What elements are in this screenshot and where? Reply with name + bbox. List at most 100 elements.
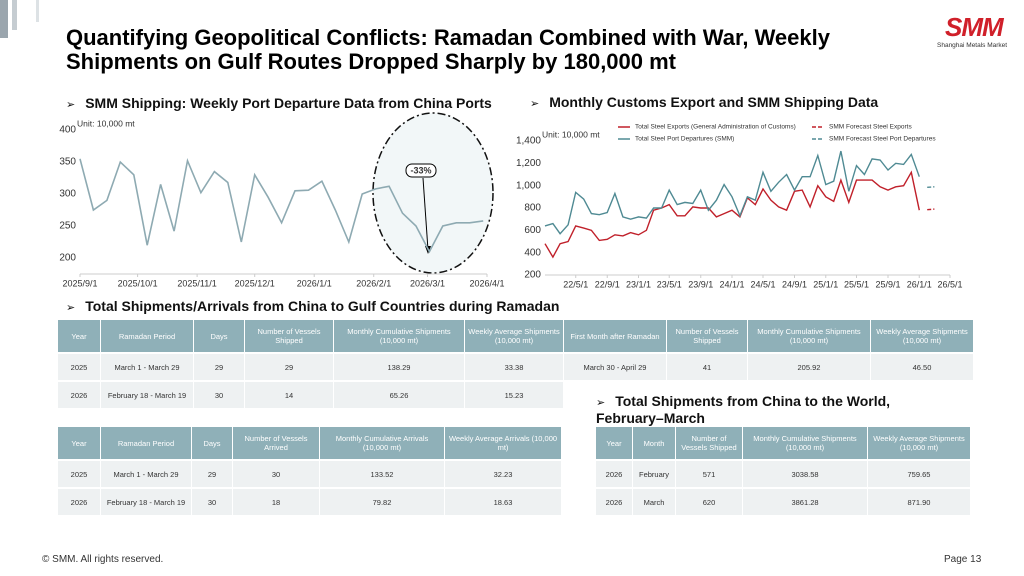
header-cell: Monthly Cumulative Shipments (10,000 mt) [748,320,870,352]
x-tick-label: 24/5/1 [750,279,775,289]
cell: 29 [245,354,333,380]
copyright: © SMM. All rights reserved. [42,554,164,565]
cell: 2026 [596,461,632,487]
header-cell: Monthly Cumulative Shipments (10,000 mt) [334,320,464,352]
cell: 3861.28 [743,489,867,515]
y-tick-label: 200 [59,253,76,264]
header-cell: Month [633,427,675,459]
section-heading: ➢ Total Shipments/Arrivals from China to … [66,298,560,314]
page-number: Page 13 [944,554,982,565]
cell: 30 [192,489,232,515]
header-cell: Days [194,320,244,352]
y-tick-label: 300 [59,189,76,200]
legend-label: SMM Forecast Steel Exports [829,124,912,131]
header-cell: Year [58,427,100,459]
header-cell: Weekly Average Shipments (10,000 mt) [868,427,970,459]
x-tick-label: 2026/3/1 [410,278,445,288]
y-tick-label: 1,000 [516,180,541,191]
series-line [79,157,484,254]
x-tick-label: 23/1/1 [626,279,651,289]
cell: March 1 - March 29 [101,354,193,380]
y-tick-label: 1,400 [516,136,541,147]
logo-sub: Shanghai Metals Market [937,42,1008,49]
cell: 133.52 [320,461,444,487]
table-heading: ➢ Total Shipments from China to the World… [596,393,891,426]
legend-label: Total Steel Port Departures (SMM) [635,136,734,143]
x-tick-label: 22/9/1 [595,279,620,289]
series-line [544,150,920,235]
y-tick-label: 350 [59,157,76,168]
header-cell: Number of Vessels Shipped [667,320,747,352]
cell: 138.29 [334,354,464,380]
header-cell: Number of Vessels Shipped [245,320,333,352]
empty-cell [871,382,973,408]
cell: 65.26 [334,382,464,408]
x-tick-label: 2025/10/1 [118,278,158,288]
chart-title: SMM Shipping: Weekly Port Departure Data… [85,95,492,111]
y-tick-label: 1,200 [516,158,541,169]
header-cell: Ramadan Period [101,320,193,352]
cell: 46.50 [871,354,973,380]
x-tick-label: 25/5/1 [844,279,869,289]
corner-bar [12,0,17,30]
x-tick-label: 24/1/1 [719,279,744,289]
cell: March 30 - April 29 [564,354,666,380]
x-tick-label: 2025/11/1 [177,278,216,288]
x-tick-label: 2026/4/1 [469,278,504,288]
series-line [544,170,920,259]
chart-title: Monthly Customs Export and SMM Shipping … [549,94,879,110]
empty-cell [667,382,747,408]
cell: 205.92 [748,354,870,380]
x-tick-label: 25/9/1 [875,279,900,289]
cell: 18 [233,489,319,515]
x-tick-label: 2025/12/1 [235,278,275,288]
empty-cell [564,382,666,408]
slide-title: Quantifying Geopolitical Conflicts: Rama… [66,25,830,74]
header-cell: Weekly Average Arrivals (10,000 mt) [445,427,561,459]
cell: 759.65 [868,461,970,487]
x-tick-label: 23/5/1 [657,279,682,289]
data-table: Year Ramadan Period Days Number of Vessels … [57,318,974,410]
x-tick-label: 22/5/1 [563,279,588,289]
chart: -33% Unit: 10,000 mt 200 250 300 350 400 2025/… [59,112,963,289]
cell: February [633,461,675,487]
data-table: Year Month Number of Vessels Shipped Monthl… [595,425,971,517]
x-tick-label: 2025/9/1 [62,278,97,288]
cell: March [633,489,675,515]
header-cell: Number of Vessels Arrived [233,427,319,459]
cell: February 18 - March 19 [101,382,193,408]
cell: 2025 [58,461,100,487]
series-line [927,186,935,188]
header-cell: Weekly Average Shipments (10,000 mt) [465,320,563,352]
chart-heading: ➢ Monthly Customs Export and SMM Shipping… [530,94,879,110]
cell: 15.23 [465,382,563,408]
y-tick-label: 600 [524,225,541,236]
cell: February 18 - March 19 [101,489,191,515]
cell: 79.82 [320,489,444,515]
chart-heading: ➢ SMM Shipping: Weekly Port Departure Dat… [66,95,492,111]
corner-bar [36,0,39,22]
cell: 3038.58 [743,461,867,487]
header-cell: Days [192,427,232,459]
cell: 871.90 [868,489,970,515]
cell: 33.38 [465,354,563,380]
header-cell: Year [58,320,100,352]
cell: 2026 [58,489,100,515]
cell: 2026 [58,382,100,408]
y-tick-label: 250 [59,221,76,232]
x-tick-label: 23/9/1 [688,279,713,289]
legend-label: Total Steel Exports (General Administrat… [635,124,796,131]
table-title: Total Shipments from China to the World,… [596,393,891,426]
y-tick-label: 400 [59,125,76,136]
cell: 14 [245,382,333,408]
data-table: Year Ramadan Period Days Number of Vessels … [57,425,562,517]
cell: 29 [194,354,244,380]
header-cell: Number of Vessels Shipped [676,427,742,459]
annotation-arrow [422,177,429,251]
x-tick-label: 2026/2/1 [356,278,391,288]
cell: 41 [667,354,747,380]
cell: 571 [676,461,742,487]
header-cell: Weekly Average Shipments (10,000 mt) [871,320,973,352]
cell: March 1 - March 29 [101,461,191,487]
